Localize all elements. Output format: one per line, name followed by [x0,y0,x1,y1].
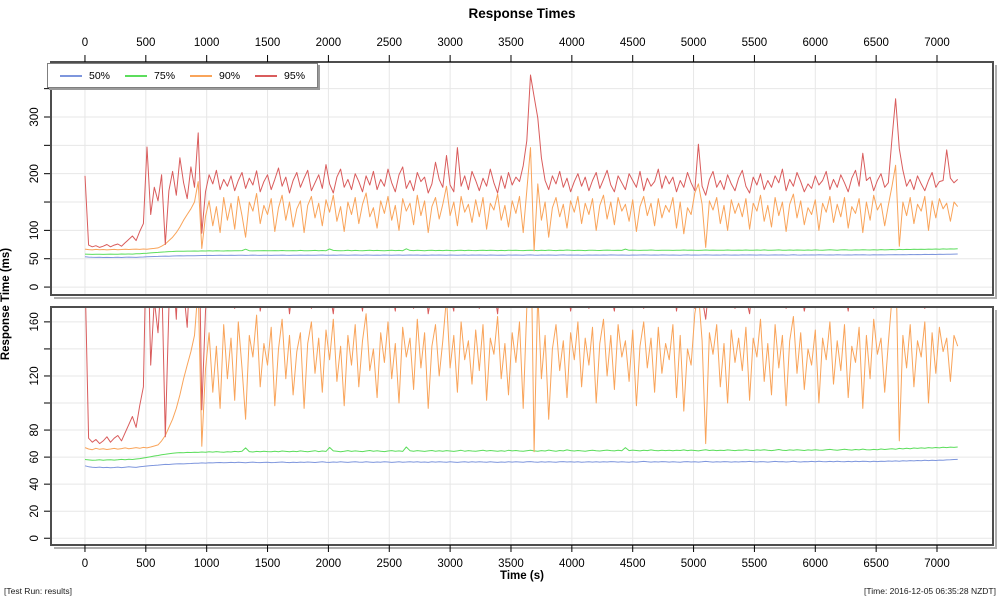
y-tick-label: 160 [29,312,41,331]
series-line-75% [84,446,958,461]
x-tick-label: 2500 [376,558,402,570]
y-tick-label: 200 [29,164,41,183]
top-x-axis: 0 500 1000 1500 2000 2500 3000 3500 4000 4500 5000… [82,37,950,62]
x-tick-label: 1000 [194,37,220,49]
x-tick-label: 2000 [316,558,342,570]
y-tick-label: 20 [29,505,41,518]
series-line-95% [85,307,926,445]
x-tick-label: 500 [136,558,155,570]
x-tick-label: 6500 [863,37,889,49]
x-tick-label: 6500 [863,558,889,570]
x-tick-label: 500 [136,37,155,49]
x-tick-label: 3500 [498,37,524,49]
x-tick-label: 0 [82,558,88,570]
x-tick-label: 1000 [194,558,220,570]
legend-label: 75% [154,69,176,82]
timestamp-label: [Time: 2016-12-05 06:35:28 NZDT] [864,586,996,596]
y-tick-label: 50 [29,252,41,265]
x-tick-label: 5500 [742,558,768,570]
bottom-x-axis: 0 500 1000 1500 2000 2500 3000 3500 4000 4500 5000… [82,545,950,570]
series-line-90% [84,307,959,453]
series-line-50% [84,458,958,469]
legend-item-75: 75% [125,70,175,82]
panel-frame [50,306,994,546]
x-tick-label: 5500 [742,37,768,49]
legend-line-icon [60,74,82,77]
series-line-75% [84,248,958,255]
legend: 50% 75% 90% 95% [47,63,319,88]
x-tick-label: 6000 [802,37,828,49]
x-tick-label: 4500 [620,37,646,49]
x-tick-label: 7000 [924,37,950,49]
y-tick-label: 60 [29,451,41,464]
series-line-50% [84,253,958,258]
legend-item-90: 90% [190,70,240,82]
x-tick-label: 2500 [376,37,402,49]
x-tick-label: 3000 [437,558,463,570]
x-tick-label: 6000 [802,558,828,570]
y-axis-title: Response Time (ms) [0,247,12,361]
x-axis-title: Time (s) [500,570,544,582]
y-tick-label: 0 [29,535,41,541]
y-tick-label: 120 [29,366,41,385]
x-tick-label: 4500 [620,558,646,570]
y-tick-label: 300 [29,107,41,126]
y-tick-label: 0 [29,284,41,290]
x-tick-label: 1500 [255,37,281,49]
x-tick-label: 4000 [559,37,585,49]
legend-line-icon [255,74,278,77]
gridlines [51,62,993,295]
series-line-95% [84,74,959,248]
x-tick-label: 0 [82,37,88,49]
series-line-90% [84,147,959,252]
x-tick-label: 1500 [255,558,281,570]
legend-item-50: 50% [60,70,110,82]
legend-label: 95% [284,69,306,82]
full-range-panel: 0 50 100 200 300 [29,61,997,299]
zoomed-panel: 0 20 40 60 80 120 160 [29,306,997,549]
x-tick-label: 2000 [316,37,342,49]
x-tick-label: 4000 [559,558,585,570]
y-tick-label: 40 [29,478,41,491]
gridlines [51,307,993,545]
legend-label: 50% [89,69,111,82]
y-tick-label: 80 [29,424,41,437]
test-run-label: [Test Run: results] [4,586,73,596]
x-tick-label: 3500 [498,558,524,570]
legend-item-95: 95% [255,70,305,82]
legend-line-icon [190,74,213,77]
legend-line-icon [125,74,148,77]
y-tick-label: 100 [29,221,41,240]
y-axis: 0 50 100 200 300 [29,88,51,290]
x-tick-label: 5000 [681,37,707,49]
panel-frame [50,61,994,296]
x-tick-label: 5000 [681,558,707,570]
legend-label: 90% [219,69,241,82]
y-axis: 0 20 40 60 80 120 160 [29,312,51,541]
chart-title: Response Times [468,6,576,21]
x-tick-label: 3000 [437,37,463,49]
x-tick-label: 7000 [924,558,950,570]
